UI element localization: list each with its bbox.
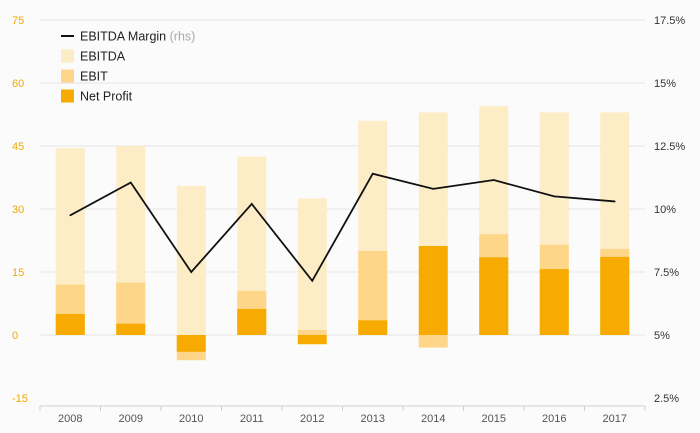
ebit-legend-swatch xyxy=(61,69,74,83)
y-right-tick-label: 15% xyxy=(654,78,676,90)
legend: EBITDA Margin (rhs) EBITDA EBIT Net Profit xyxy=(61,30,195,104)
net-profit-bar xyxy=(237,308,267,335)
x-tick-label: 2008 xyxy=(58,413,82,425)
ebitda-legend-swatch xyxy=(61,49,74,63)
y-left-tick-label: 75 xyxy=(12,15,24,27)
ebitda-margin-point xyxy=(69,214,72,217)
y-left-tick-label: 0 xyxy=(12,330,18,342)
ebitda-bar xyxy=(297,198,327,335)
x-tick-label: 2009 xyxy=(119,413,143,425)
net-profit-bar xyxy=(297,335,327,345)
x-tick-label: 2016 xyxy=(542,413,566,425)
net-profit-legend-label: Net Profit xyxy=(80,90,133,104)
y-left-tick-label: 60 xyxy=(12,78,24,90)
net-profit-bar xyxy=(116,323,146,335)
ebitda-margin-point xyxy=(492,179,495,181)
y-left-tick-label: 45 xyxy=(12,141,24,153)
y-right-tick-label: 17.5% xyxy=(654,15,685,27)
y-right-tick-label: 10% xyxy=(654,204,676,216)
x-tick-label: 2010 xyxy=(179,413,203,425)
y-right-tick-label: 7.5% xyxy=(654,267,679,279)
axes: -15 0 15 30 45 60 75 2.5% 5% 7.5% 10% 12.5% 15% 17.5%… xyxy=(12,15,685,425)
ebit-legend-label: EBIT xyxy=(80,70,108,84)
y-right-tick-label: 5% xyxy=(654,330,670,342)
x-tick-label: 2015 xyxy=(482,413,506,425)
ebitda-margin-legend-label: EBITDA Margin (rhs) xyxy=(80,30,195,44)
ebitda-legend-label: EBITDA xyxy=(80,50,126,64)
net-profit-bar xyxy=(176,335,206,352)
y-left-tick-label: -15 xyxy=(12,393,28,405)
ebitda-margin-point xyxy=(553,195,556,198)
y-left-tick-label: 30 xyxy=(12,204,24,216)
y-right-tick-label: 2.5% xyxy=(654,393,679,405)
net-profit-bar xyxy=(600,256,630,335)
ebitda-margin-line xyxy=(69,172,615,283)
ebitda-margin-point xyxy=(190,271,193,273)
bars xyxy=(55,106,630,361)
x-tick-label: 2012 xyxy=(300,413,324,425)
ebitda-margin-point xyxy=(371,172,374,175)
net-profit-legend-swatch xyxy=(61,89,74,103)
x-tick-label: 2013 xyxy=(361,413,385,425)
y-left-tick-label: 15 xyxy=(12,267,24,279)
x-tick-label: 2011 xyxy=(240,413,264,425)
ebitda-margin-point xyxy=(613,200,616,203)
ebit-bar xyxy=(297,329,327,335)
net-profit-bar xyxy=(55,314,85,335)
ebitda-margin-point xyxy=(311,280,314,282)
ebitda-margin-line-layer xyxy=(69,172,616,283)
ebitda-margin-legend-suffix: (rhs) xyxy=(166,30,195,44)
net-profit-bar xyxy=(418,245,448,335)
net-profit-bar xyxy=(539,269,569,335)
x-tick-label: 2014 xyxy=(421,413,445,425)
net-profit-bar xyxy=(358,320,388,335)
ebitda-margin-point xyxy=(129,181,132,184)
x-tick-label: 2017 xyxy=(603,413,627,425)
ebitda-margin-point xyxy=(432,188,435,190)
y-right-tick-label: 12.5% xyxy=(654,141,685,153)
ebitda-margin-point xyxy=(250,203,253,205)
net-profit-bar xyxy=(479,257,509,335)
ebit-bar xyxy=(418,335,448,348)
